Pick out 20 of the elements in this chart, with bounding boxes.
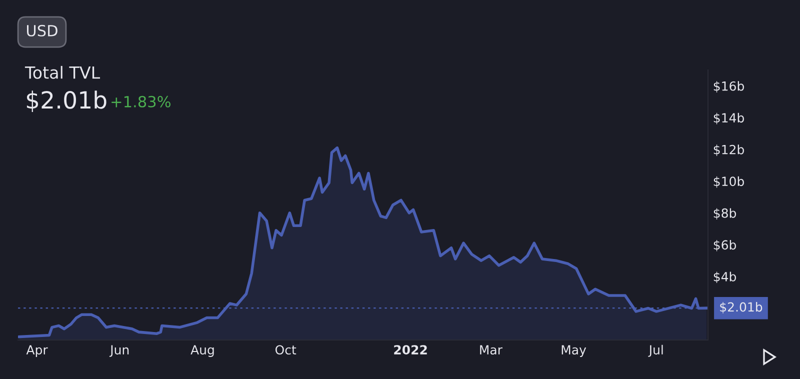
y-tick-label: $10b: [714, 176, 744, 188]
x-tick-label: May: [562, 345, 586, 357]
y-tick-label: $4b: [714, 272, 736, 284]
ref-line-label: $2.01b: [720, 302, 762, 314]
x-tick-label: Jul: [648, 344, 663, 357]
text: $2.01b: [26, 90, 106, 112]
y-tick-label: $8b: [714, 208, 736, 220]
y-tick-label: $16b: [714, 81, 744, 92]
y-tick-label: $14b: [714, 112, 744, 124]
text: USD: [27, 24, 58, 36]
x-tick-label: Oct: [275, 345, 296, 355]
x-tick-label: Apr: [26, 345, 48, 357]
chart-title: Total TVL: [24, 66, 100, 79]
x-tick-label: Mar: [480, 345, 502, 355]
y-tick-label: $6b: [714, 240, 736, 252]
x-tick-label: Aug: [190, 345, 214, 357]
annotation: +1.83%: [112, 96, 170, 108]
x-tick-label: Jun: [109, 345, 129, 357]
y-tick-label: $12b: [714, 144, 744, 156]
x-tick-label: 2022: [394, 345, 427, 355]
